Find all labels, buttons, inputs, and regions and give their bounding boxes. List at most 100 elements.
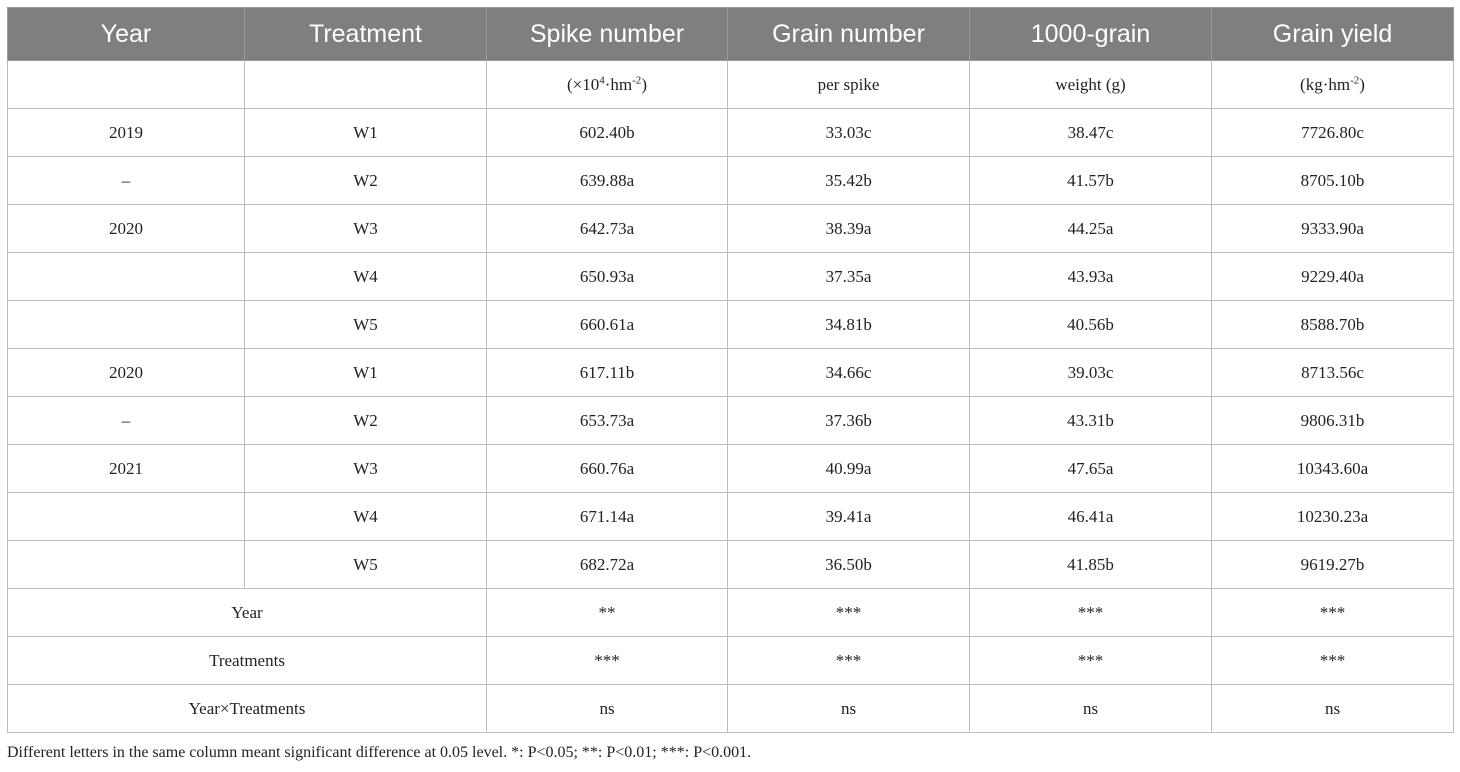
anova-row: Treatments *** *** *** *** [7, 636, 1454, 685]
anova-grain-yield: *** [1211, 588, 1454, 637]
table-row: W4 650.93a 37.35a 43.93a 9229.40a [7, 252, 1454, 301]
cell-year: 2020 [7, 204, 245, 253]
cell-year: – [7, 396, 245, 445]
cell-year: – [7, 156, 245, 205]
cell-grain-yield: 8713.56c [1211, 348, 1454, 397]
cell-treatment: W2 [244, 396, 487, 445]
cell-spike-number: 617.11b [486, 348, 728, 397]
header-row: Year Treatment Spike number Grain number… [7, 7, 1454, 61]
anova-1000-grain-weight: ns [969, 684, 1212, 733]
cell-spike-number: 660.76a [486, 444, 728, 493]
data-table-container: Year Treatment Spike number Grain number… [7, 7, 1454, 733]
cell-spike-number: 602.40b [486, 108, 728, 157]
anova-grain-yield: ns [1211, 684, 1454, 733]
cell-1000-grain-weight: 41.85b [969, 540, 1212, 589]
table-row: 2020 W1 617.11b 34.66c 39.03c 8713.56c [7, 348, 1454, 397]
cell-grain-number: 39.41a [727, 492, 970, 541]
header-grain-yield: Grain yield [1211, 7, 1454, 61]
header-spike-number: Spike number [486, 7, 728, 61]
cell-grain-yield: 10230.23a [1211, 492, 1454, 541]
cell-1000-grain-weight: 47.65a [969, 444, 1212, 493]
table-row: 2020 W3 642.73a 38.39a 44.25a 9333.90a [7, 204, 1454, 253]
cell-grain-number: 37.36b [727, 396, 970, 445]
anova-1000-grain-weight: *** [969, 588, 1212, 637]
cell-year [7, 540, 245, 589]
anova-grain-number: ns [727, 684, 970, 733]
cell-1000-grain-weight: 46.41a [969, 492, 1212, 541]
yield-components-table: Year Treatment Spike number Grain number… [7, 7, 1454, 733]
anova-grain-number: *** [727, 636, 970, 685]
cell-1000-grain-weight: 40.56b [969, 300, 1212, 349]
cell-1000-grain-weight: 39.03c [969, 348, 1212, 397]
cell-grain-yield: 7726.80c [1211, 108, 1454, 157]
table-row: 2021 W3 660.76a 40.99a 47.65a 10343.60a [7, 444, 1454, 493]
cell-treatment: W5 [244, 300, 487, 349]
cell-grain-number: 34.81b [727, 300, 970, 349]
cell-1000-grain-weight: 43.31b [969, 396, 1212, 445]
cell-spike-number: 682.72a [486, 540, 728, 589]
units-weight: weight (g) [969, 60, 1212, 109]
cell-grain-yield: 9806.31b [1211, 396, 1454, 445]
cell-grain-number: 33.03c [727, 108, 970, 157]
table-row: W5 682.72a 36.50b 41.85b 9619.27b [7, 540, 1454, 589]
header-year: Year [7, 7, 245, 61]
anova-1000-grain-weight: *** [969, 636, 1212, 685]
header-treatment: Treatment [244, 7, 487, 61]
table-row: 2019 W1 602.40b 33.03c 38.47c 7726.80c [7, 108, 1454, 157]
anova-spike-number: ns [486, 684, 728, 733]
cell-spike-number: 653.73a [486, 396, 728, 445]
units-spike-number: (×104·hm-2) [486, 60, 728, 109]
units-treatment [244, 60, 487, 109]
cell-year: 2019 [7, 108, 245, 157]
cell-spike-number: 671.14a [486, 492, 728, 541]
units-year [7, 60, 245, 109]
cell-1000-grain-weight: 43.93a [969, 252, 1212, 301]
cell-treatment: W5 [244, 540, 487, 589]
cell-grain-number: 35.42b [727, 156, 970, 205]
cell-1000-grain-weight: 44.25a [969, 204, 1212, 253]
cell-year: 2020 [7, 348, 245, 397]
cell-grain-number: 37.35a [727, 252, 970, 301]
table-row: W4 671.14a 39.41a 46.41a 10230.23a [7, 492, 1454, 541]
cell-treatment: W4 [244, 252, 487, 301]
cell-grain-number: 34.66c [727, 348, 970, 397]
anova-label: Year×Treatments [7, 684, 487, 733]
anova-grain-yield: *** [1211, 636, 1454, 685]
units-row: (×104·hm-2) per spike weight (g) (kg·hm-… [7, 60, 1454, 109]
units-grain-number: per spike [727, 60, 970, 109]
cell-spike-number: 650.93a [486, 252, 728, 301]
cell-grain-yield: 9229.40a [1211, 252, 1454, 301]
cell-grain-yield: 10343.60a [1211, 444, 1454, 493]
cell-grain-number: 36.50b [727, 540, 970, 589]
table-row: W5 660.61a 34.81b 40.56b 8588.70b [7, 300, 1454, 349]
cell-1000-grain-weight: 41.57b [969, 156, 1212, 205]
anova-row: Year ** *** *** *** [7, 588, 1454, 637]
anova-spike-number: *** [486, 636, 728, 685]
cell-treatment: W3 [244, 204, 487, 253]
cell-year [7, 300, 245, 349]
cell-treatment: W1 [244, 108, 487, 157]
cell-spike-number: 639.88a [486, 156, 728, 205]
cell-spike-number: 642.73a [486, 204, 728, 253]
cell-treatment: W1 [244, 348, 487, 397]
anova-label: Treatments [7, 636, 487, 685]
anova-row: Year×Treatments ns ns ns ns [7, 684, 1454, 733]
cell-grain-yield: 9619.27b [1211, 540, 1454, 589]
header-grain-number: Grain number [727, 7, 970, 61]
cell-treatment: W3 [244, 444, 487, 493]
cell-grain-yield: 9333.90a [1211, 204, 1454, 253]
cell-year [7, 492, 245, 541]
table-row: – W2 639.88a 35.42b 41.57b 8705.10b [7, 156, 1454, 205]
anova-grain-number: *** [727, 588, 970, 637]
cell-treatment: W2 [244, 156, 487, 205]
header-1000-grain: 1000-grain [969, 7, 1212, 61]
cell-treatment: W4 [244, 492, 487, 541]
units-grain-yield: (kg·hm-2) [1211, 60, 1454, 109]
cell-1000-grain-weight: 38.47c [969, 108, 1212, 157]
cell-year [7, 252, 245, 301]
cell-grain-number: 40.99a [727, 444, 970, 493]
anova-spike-number: ** [486, 588, 728, 637]
cell-year: 2021 [7, 444, 245, 493]
cell-grain-number: 38.39a [727, 204, 970, 253]
cell-grain-yield: 8705.10b [1211, 156, 1454, 205]
